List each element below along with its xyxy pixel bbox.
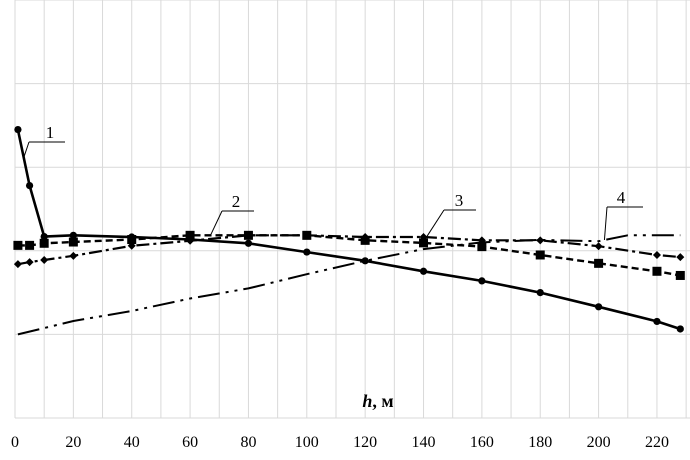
series-point-3 [244,231,253,240]
x-tick-label: 80 [240,434,256,451]
series-lines [16,129,681,336]
series-point-1 [536,289,544,297]
series-point-3 [361,233,370,242]
series-point-2 [13,240,23,250]
series-point-2 [652,266,662,276]
series-point-1 [25,181,34,190]
series-point-1 [244,239,253,247]
series-label-3: 3 [455,191,464,210]
series-point-3 [536,236,545,245]
series-point-1 [676,325,684,333]
x-tick-label: 160 [470,434,494,451]
series-point-3 [302,231,311,240]
series-point-2 [25,240,35,250]
x-tick-label: 0 [11,434,19,451]
series-point-1 [653,317,661,326]
series-point-3 [676,253,685,262]
x-tick-labels: 0 20 40 60 80 100 120 140 160 180 200 220 [11,434,669,451]
series-point-3 [40,255,49,264]
series-line-1 [16,129,681,331]
series-label-2: 2 [232,192,241,211]
series-label-1: 1 [46,123,55,142]
callout-leader-4 [603,206,608,241]
series-point-3 [186,236,195,245]
series-point-3 [69,251,78,260]
series-line-4 [17,234,681,336]
series-point-3 [13,260,22,269]
x-tick-label: 180 [528,434,552,451]
grid-lines [14,0,690,419]
x-tick-label: 200 [587,434,611,451]
series-point-2 [594,258,604,268]
x-axis-unit: , м [372,391,393,411]
x-axis-title: h, м [362,391,393,411]
series-point-3 [594,242,603,251]
series-point-1 [595,303,603,311]
series-point-2 [127,235,137,245]
series-point-3 [477,236,486,245]
series-point-3 [127,241,136,250]
series-point-2 [675,270,685,280]
series-point-2 [185,230,195,240]
series-point-3 [25,258,34,267]
callout-leader-3 [426,209,445,238]
series-point-1 [14,125,22,134]
series-point-1 [69,231,77,239]
series-point-3 [652,250,661,259]
x-tick-label: 100 [295,434,319,451]
x-tick-label: 20 [65,434,81,451]
series-point-2 [39,238,49,248]
series-point-1 [361,257,369,265]
series-point-2 [535,250,545,260]
series-callouts: 1 2 3 4 [23,123,643,241]
x-axis-symbol: h [362,391,372,411]
x-tick-label: 40 [124,434,140,451]
series-point-3 [419,233,428,242]
series-point-1 [303,248,311,256]
callout-leader-2 [210,210,223,236]
x-tick-label: 220 [645,434,669,451]
series-point-1 [478,277,486,285]
series-label-4: 4 [617,188,626,207]
series-point-2 [68,237,78,247]
series-point-1 [40,232,48,241]
series-point-1 [419,267,428,275]
x-tick-label: 140 [412,434,436,451]
x-tick-label: 120 [353,434,377,451]
series-point-2 [477,242,487,252]
series-point-2 [419,238,429,248]
series-markers [13,125,685,333]
x-tick-label: 60 [182,434,198,451]
callout-leader-1 [23,141,30,158]
